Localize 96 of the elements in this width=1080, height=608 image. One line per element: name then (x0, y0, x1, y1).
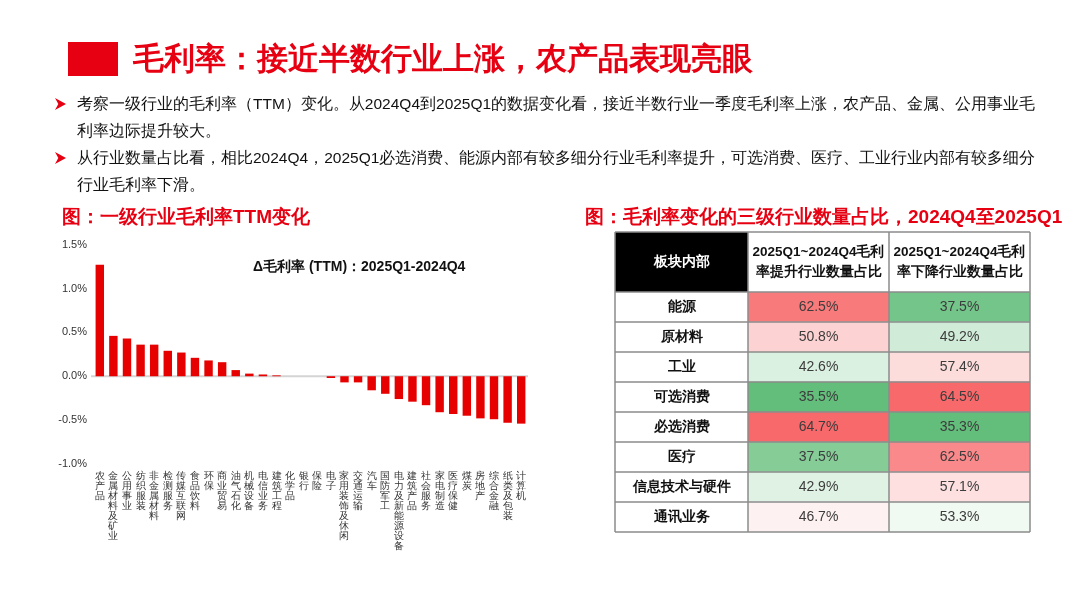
x-tick-label: 建筑产品 (406, 469, 418, 511)
y-tick-label: 原材料 (659, 327, 703, 344)
y-tick-label: 能源 (667, 297, 697, 314)
data-label: 37.5% (939, 297, 980, 314)
y-tick-label: -0.5% (58, 413, 88, 426)
bar (408, 376, 417, 402)
bar (340, 376, 349, 383)
data-label: 62.5% (798, 297, 839, 314)
bar (367, 376, 376, 391)
x-tick-label: 社会服务 (421, 469, 432, 511)
x-tick-label: 化学品 (285, 469, 296, 501)
y-tick-label: 1.5% (61, 237, 88, 250)
data-label: 49.2% (939, 327, 980, 344)
bar (503, 376, 512, 423)
data-label: 57.4% (939, 357, 980, 374)
x-tick-label: 机械设备 (244, 469, 255, 511)
data-label: 35.3% (939, 417, 980, 434)
y-tick-label: -1.0% (58, 457, 88, 470)
bar (190, 357, 200, 377)
bar (421, 376, 431, 406)
bar (149, 344, 159, 377)
bar (217, 362, 227, 377)
x-tick-label: 纸类及包装 (502, 469, 513, 521)
data-label: 64.7% (798, 417, 839, 434)
x-tick-label: 银行 (297, 469, 309, 491)
y-tick-label: 可选消费 (652, 387, 710, 404)
bar (204, 360, 213, 377)
y-tick-label: 医疗 (667, 447, 696, 464)
bar (489, 376, 499, 420)
y-tick-label: 工业 (666, 357, 696, 374)
data-label: 53.3% (939, 507, 980, 524)
x-tick-label: 综合金融 (489, 469, 500, 511)
text: Δ毛利率 (TTM)：2025Q1-2024Q4 (253, 257, 466, 275)
bar (177, 352, 186, 377)
x-tick-label: 油气石化 (230, 469, 241, 511)
y-tick-label: 1.0% (61, 281, 88, 294)
x-tick-label: 煤炭 (461, 469, 472, 491)
data-label: 42.6% (798, 357, 839, 374)
bar (163, 350, 172, 377)
bar (516, 376, 526, 424)
bar (95, 264, 105, 377)
bar (122, 338, 132, 377)
x-tick-label: 电子 (325, 469, 336, 491)
x-tick-label: 2025Q1~2024Q4毛利率下降行业数量占比 (893, 242, 1026, 279)
x-tick-label: 交通运输 (353, 469, 364, 511)
x-tick-label: 非金属材料 (148, 469, 160, 521)
text: 从行业数量占比看，相比2024Q4，2025Q1必选消费、能源内部有较多细分行业毛利率提升，可选消费、医疗、工业行业内部有较多细分行业毛利率下滑。 (77, 149, 1036, 193)
data-label: 42.9% (798, 477, 839, 494)
y-tick-label: 必选消费 (652, 417, 710, 434)
bar (462, 376, 472, 416)
data-label: 46.7% (798, 507, 839, 524)
x-tick-label: 汽车 (366, 469, 377, 491)
x-tick-label: 商业贸易 (217, 469, 228, 511)
x-tick-label: 农产品 (94, 469, 105, 501)
x-tick-label: 食品饮料 (188, 469, 200, 511)
x-tick-label: 环保 (203, 469, 214, 491)
bar (353, 376, 363, 383)
x-tick-label: 检测服务 (162, 469, 173, 511)
x-tick-label: 纺织服装 (135, 469, 146, 511)
x-tick-label: 公用事业 (121, 469, 132, 511)
bar (136, 344, 145, 377)
bar (394, 376, 404, 400)
x-tick-label: 计算机 (516, 469, 527, 501)
y-tick-label: 信息技术与硬件 (631, 477, 731, 494)
bar (381, 376, 390, 394)
bar (476, 376, 485, 419)
data-label: 35.5% (798, 387, 839, 404)
y-tick-label: 通讯业务 (652, 507, 710, 524)
data-label: 64.5% (939, 387, 980, 404)
x-tick-label: 保险 (312, 469, 323, 491)
x-tick-label: 2025Q1~2024Q4毛利率提升行业数量占比 (752, 242, 885, 279)
chart-title: 图：一级行业毛利率TTM变化 (62, 206, 311, 228)
text: 考察一级行业的毛利率（TTM）变化。从2024Q4到2025Q1的数据变化看，接近半数行业一季度毛利率上涨，农产品、金属、公用事业毛利率边际提升较大。 (77, 95, 1036, 139)
y-tick-label: 0.5% (61, 325, 88, 338)
x-tick-label: 医疗保健 (448, 469, 459, 511)
y-axis-title: 板块内部 (652, 252, 710, 269)
chart-title: 图：毛利率变化的三级行业数量占比，2024Q4至2025Q1 (585, 206, 1063, 228)
bar (449, 376, 458, 414)
x-tick-label: 金属材料及矿业 (107, 469, 119, 541)
x-tick-label: 房地产 (474, 469, 486, 501)
x-tick-label: 电力及新能源设备 (393, 469, 404, 551)
bar (231, 370, 240, 377)
y-tick-label: 0.0% (61, 369, 88, 382)
data-label: 62.5% (939, 447, 980, 464)
x-tick-label: 家用装饰及休闲 (338, 469, 350, 541)
data-label: 37.5% (798, 447, 839, 464)
x-tick-label: 建筑工程 (270, 469, 282, 511)
bar (435, 376, 444, 413)
text: 毛利率：接近半数行业上涨，农产品表现亮眼 (133, 40, 753, 78)
data-label: 57.1% (939, 477, 980, 494)
bar (109, 335, 118, 377)
x-tick-label: 电信业务 (257, 469, 268, 511)
data-label: 50.8% (798, 327, 839, 344)
x-tick-label: 国防军工 (380, 469, 391, 511)
x-tick-label: 家电制造 (434, 469, 445, 511)
x-tick-label: 传媒互联网 (176, 469, 187, 521)
